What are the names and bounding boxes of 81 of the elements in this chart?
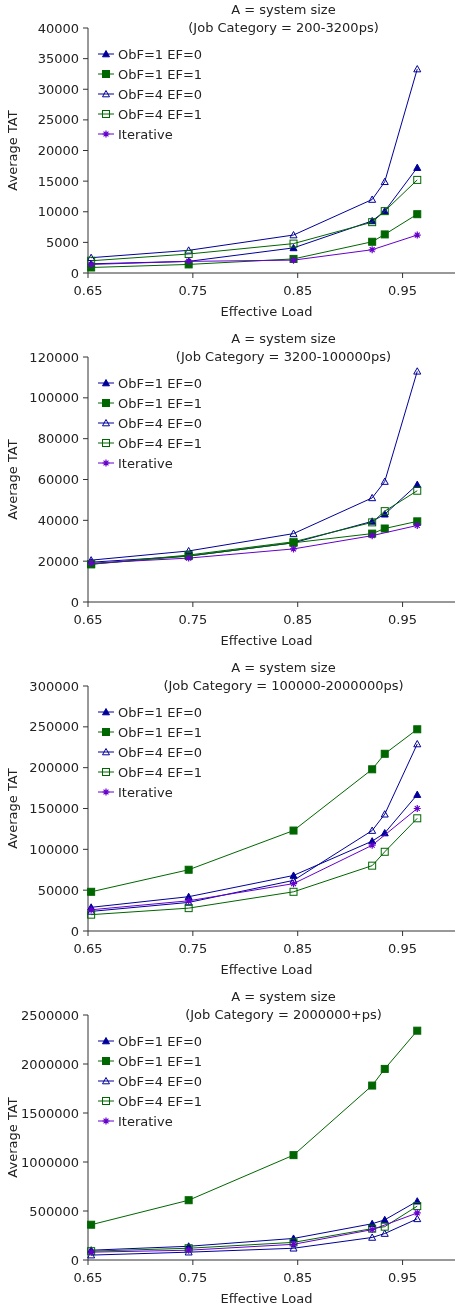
y-tick-label: 50000 xyxy=(37,882,79,898)
y-tick-label: 15000 xyxy=(37,173,79,189)
y-axis-title: Average TAT xyxy=(5,768,20,849)
legend-label: Iterative xyxy=(118,784,173,800)
y-tick-label: 100000 xyxy=(29,841,79,857)
legend-label: ObF=4 EF=0 xyxy=(118,744,203,760)
legend-label: ObF=1 EF=1 xyxy=(118,66,203,82)
x-tick-label: 0.65 xyxy=(73,1270,103,1285)
chart-title: A = system size xyxy=(231,989,336,1004)
x-tick-label: 0.65 xyxy=(73,941,103,956)
y-tick-label: 150000 xyxy=(29,801,79,817)
x-tick-label: 0.85 xyxy=(283,612,313,627)
y-tick-label: 0 xyxy=(70,1252,79,1268)
legend-label: ObF=4 EF=1 xyxy=(118,764,203,780)
y-tick-label: 20000 xyxy=(37,143,79,159)
legend-label: ObF=4 EF=1 xyxy=(118,1093,203,1109)
y-tick-label: 25000 xyxy=(37,112,79,128)
y-axis-title: Average TAT xyxy=(5,439,20,520)
x-tick-label: 0.65 xyxy=(73,612,103,627)
x-tick-label: 0.95 xyxy=(388,283,418,298)
y-tick-label: 300000 xyxy=(29,678,79,694)
chart-subtitle: (Job Category = 2000000+ps) xyxy=(185,1007,382,1022)
x-tick-label: 0.75 xyxy=(178,283,208,298)
y-tick-label: 1000000 xyxy=(21,1154,79,1170)
y-axis-title: Average TAT xyxy=(5,1097,20,1178)
y-tick-label: 100000 xyxy=(29,390,79,406)
y-tick-label: 20000 xyxy=(37,553,79,569)
chart-title: A = system size xyxy=(231,2,336,17)
x-axis-title: Effective Load xyxy=(220,304,313,319)
y-tick-label: 5000 xyxy=(45,234,79,250)
y-tick-label: 30000 xyxy=(37,81,79,97)
y-axis-title: Average TAT xyxy=(5,110,20,191)
legend-label: ObF=1 EF=0 xyxy=(118,46,203,62)
y-tick-label: 60000 xyxy=(37,472,79,488)
legend-label: Iterative xyxy=(118,126,173,142)
y-tick-label: 40000 xyxy=(37,20,79,36)
x-tick-label: 0.95 xyxy=(388,941,418,956)
legend-label: ObF=1 EF=1 xyxy=(118,1053,203,1069)
x-tick-label: 0.65 xyxy=(73,283,103,298)
x-tick-label: 0.85 xyxy=(283,283,313,298)
chart-subtitle: (Job Category = 200-3200ps) xyxy=(188,20,379,35)
x-axis-title: Effective Load xyxy=(220,1291,313,1306)
chart-title: A = system size xyxy=(231,331,336,346)
chart-title: A = system size xyxy=(231,660,336,675)
legend-label: ObF=1 EF=0 xyxy=(118,1033,203,1049)
y-tick-label: 200000 xyxy=(29,760,79,776)
legend-label: ObF=4 EF=0 xyxy=(118,1073,203,1089)
legend-label: Iterative xyxy=(118,1113,173,1129)
y-tick-label: 1500000 xyxy=(21,1105,79,1121)
x-tick-label: 0.75 xyxy=(178,1270,208,1285)
x-tick-label: 0.75 xyxy=(178,941,208,956)
x-tick-label: 0.95 xyxy=(388,612,418,627)
y-tick-label: 2500000 xyxy=(21,1007,79,1023)
y-tick-label: 0 xyxy=(70,265,79,281)
legend-label: ObF=4 EF=1 xyxy=(118,106,203,122)
legend-label: ObF=1 EF=1 xyxy=(118,395,203,411)
legend-label: ObF=4 EF=1 xyxy=(118,435,203,451)
y-tick-label: 2000000 xyxy=(21,1056,79,1072)
y-tick-label: 40000 xyxy=(37,512,79,528)
legend-label: ObF=4 EF=0 xyxy=(118,86,203,102)
legend-label: ObF=1 EF=0 xyxy=(118,375,203,391)
y-tick-label: 120000 xyxy=(29,349,79,365)
y-tick-label: 10000 xyxy=(37,204,79,220)
y-tick-label: 250000 xyxy=(29,719,79,735)
x-tick-label: 0.85 xyxy=(283,1270,313,1285)
x-axis-title: Effective Load xyxy=(220,633,313,648)
y-tick-label: 0 xyxy=(70,923,79,939)
x-tick-label: 0.95 xyxy=(388,1270,418,1285)
legend-label: ObF=1 EF=1 xyxy=(118,724,203,740)
legend-label: ObF=1 EF=0 xyxy=(118,704,203,720)
y-tick-label: 35000 xyxy=(37,51,79,67)
y-tick-label: 80000 xyxy=(37,431,79,447)
legend-label: Iterative xyxy=(118,455,173,471)
x-tick-label: 0.85 xyxy=(283,941,313,956)
y-tick-label: 0 xyxy=(70,594,79,610)
x-axis-title: Effective Load xyxy=(220,962,313,977)
chart-subtitle: (Job Category = 100000-2000000ps) xyxy=(163,678,404,693)
y-tick-label: 500000 xyxy=(29,1203,79,1219)
x-tick-label: 0.75 xyxy=(178,612,208,627)
chart-subtitle: (Job Category = 3200-100000ps) xyxy=(175,349,392,364)
legend-label: ObF=4 EF=0 xyxy=(118,415,203,431)
